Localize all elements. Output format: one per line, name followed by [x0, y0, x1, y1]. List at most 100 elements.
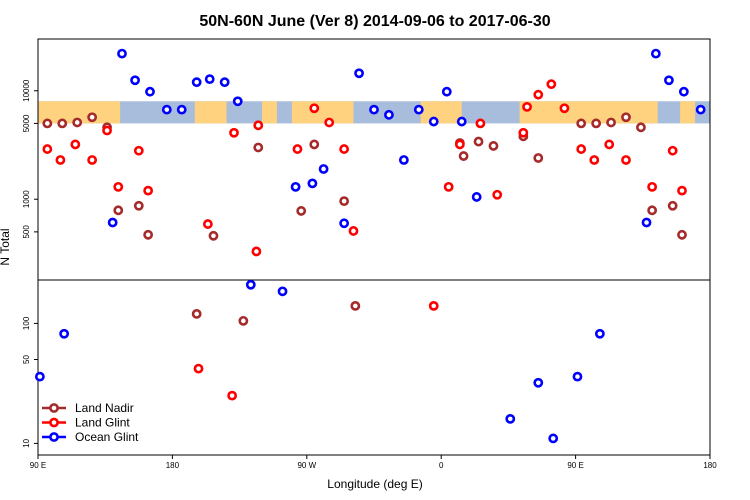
y-tick-label: 500 — [22, 225, 31, 239]
legend-marker — [49, 432, 59, 442]
data-point — [113, 181, 124, 192]
data-point — [130, 75, 140, 86]
y-tick-label: 10000 — [22, 79, 31, 102]
data-point — [647, 205, 658, 216]
data-point — [229, 127, 239, 138]
data-point — [117, 48, 127, 59]
bottom-panel-frame — [37, 279, 711, 456]
data-point — [219, 77, 230, 88]
data-point — [454, 139, 465, 150]
data-point — [57, 118, 68, 129]
data-point — [384, 109, 394, 120]
data-point — [34, 371, 45, 382]
data-point — [55, 155, 66, 165]
y-axis-label: N Total — [0, 228, 12, 265]
data-point — [290, 181, 301, 192]
data-point — [641, 217, 652, 228]
data-point — [307, 178, 318, 189]
data-point — [296, 206, 307, 216]
data-point — [664, 75, 674, 86]
data-point — [232, 96, 243, 107]
x-axis-label: Longitude (deg E) — [327, 477, 422, 491]
data-point — [533, 89, 544, 100]
y-tick-label: 10 — [22, 438, 31, 447]
data-point — [176, 104, 187, 115]
data-point — [677, 185, 687, 196]
data-point — [369, 104, 379, 115]
data-point — [606, 117, 616, 128]
data-point — [667, 145, 678, 156]
data-point — [318, 164, 329, 174]
x-tick-label: 90 E — [567, 461, 583, 470]
data-point — [471, 192, 482, 202]
data-point — [204, 74, 215, 85]
data-point — [647, 181, 658, 192]
data-point — [475, 118, 486, 129]
data-point — [621, 112, 631, 123]
data-point — [70, 139, 81, 150]
data-point — [428, 300, 439, 311]
data-point — [238, 315, 249, 326]
data-point — [518, 127, 529, 138]
y-tick-label: 5000 — [22, 114, 31, 132]
x-tick-label: 180 — [703, 461, 717, 470]
data-point — [339, 218, 350, 229]
x-tick-label: 90 E — [30, 461, 46, 470]
data-point — [227, 390, 238, 401]
data-point — [102, 125, 112, 136]
data-point — [650, 48, 661, 59]
data-point — [191, 77, 202, 88]
data-point — [443, 181, 454, 192]
data-point — [576, 118, 587, 129]
data-point — [473, 136, 484, 147]
data-point — [143, 185, 154, 196]
data-point — [559, 103, 570, 114]
data-point — [161, 104, 172, 115]
y-tick-label: 1000 — [22, 190, 31, 208]
data-point — [488, 141, 499, 151]
data-point — [245, 279, 256, 290]
data-point — [441, 86, 452, 97]
x-axis-ticks: 90 E 180 90 W 0 90 E 180 — [30, 455, 717, 470]
x-tick-label: 90 W — [297, 461, 316, 470]
data-point — [621, 155, 631, 165]
data-point — [87, 112, 98, 123]
data-point — [456, 116, 467, 127]
data-point — [309, 139, 320, 150]
data-point — [191, 308, 202, 319]
data-point — [522, 101, 532, 112]
data-point — [42, 118, 53, 129]
data-point — [458, 151, 469, 161]
data-point — [667, 200, 678, 211]
data-point — [309, 103, 320, 114]
data-point — [576, 144, 587, 154]
x-tick-label: 180 — [166, 461, 180, 470]
data-point — [533, 153, 544, 163]
data-point — [143, 229, 154, 240]
data-point — [594, 328, 605, 339]
data-point — [636, 122, 646, 133]
data-point — [339, 144, 350, 154]
data-point — [678, 86, 689, 97]
data-point — [292, 144, 303, 154]
y-axis-ticks: 500 1000 5000 10000 10 50 100 — [22, 79, 38, 448]
data-point — [546, 79, 557, 90]
data-points — [34, 48, 706, 444]
data-point — [548, 433, 559, 444]
legend-marker — [49, 417, 59, 428]
data-point — [677, 229, 687, 240]
data-point — [572, 371, 583, 382]
data-point — [604, 139, 615, 150]
data-point — [42, 144, 53, 154]
data-point — [251, 246, 262, 257]
legend-marker — [49, 403, 59, 413]
data-point — [589, 155, 600, 165]
y-tick-label: 100 — [22, 316, 31, 330]
data-point — [533, 377, 544, 388]
data-point — [193, 363, 204, 374]
data-point — [339, 196, 350, 207]
y-tick-label: 50 — [22, 355, 31, 364]
data-point — [59, 328, 70, 339]
